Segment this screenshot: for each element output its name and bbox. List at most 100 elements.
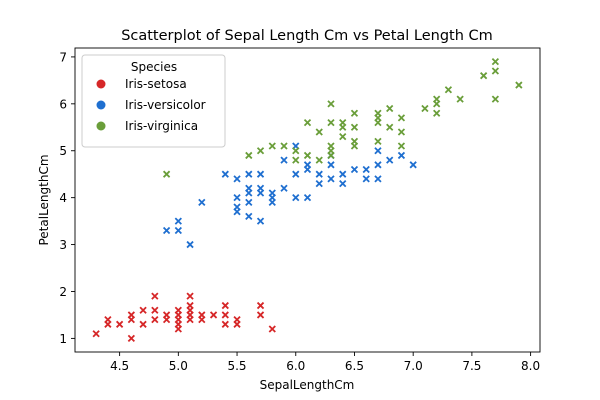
data-point bbox=[151, 315, 159, 324]
data-point bbox=[315, 128, 323, 136]
data-point bbox=[92, 330, 100, 338]
x-tick-label: 8.0 bbox=[521, 359, 540, 373]
data-point bbox=[268, 325, 276, 333]
legend-label: Iris-virginica bbox=[125, 119, 198, 133]
data-point bbox=[397, 114, 406, 122]
x-tick-label: 6.5 bbox=[345, 359, 364, 373]
data-point bbox=[386, 123, 394, 131]
plot-frame bbox=[74, 47, 541, 353]
x-tick-label: 5.0 bbox=[169, 359, 188, 373]
data-point bbox=[151, 292, 159, 300]
data-point bbox=[479, 72, 488, 80]
y-tick-label: 5 bbox=[59, 144, 67, 158]
data-point bbox=[115, 320, 124, 328]
legend-items: Iris-setosa Iris-versicolor Iris-virginica bbox=[96, 77, 206, 133]
data-point bbox=[327, 161, 335, 169]
data-point bbox=[162, 170, 171, 178]
data-point bbox=[362, 175, 370, 183]
data-point bbox=[327, 142, 335, 150]
data-point bbox=[421, 104, 429, 113]
data-point bbox=[409, 161, 417, 169]
data-point bbox=[245, 212, 253, 221]
data-point bbox=[139, 306, 147, 314]
data-point bbox=[256, 147, 265, 155]
data-point bbox=[303, 118, 312, 127]
data-point bbox=[256, 311, 265, 319]
y-tick-label: 1 bbox=[59, 332, 67, 346]
data-point bbox=[209, 311, 218, 319]
data-point bbox=[292, 156, 300, 164]
data-point bbox=[433, 95, 441, 103]
data-point bbox=[174, 306, 182, 314]
data-point bbox=[491, 57, 500, 66]
legend-marker bbox=[96, 100, 106, 110]
x-tick-label: 7.0 bbox=[404, 359, 423, 373]
data-point bbox=[315, 156, 323, 164]
data-point bbox=[233, 315, 241, 324]
data-point bbox=[327, 175, 335, 183]
data-point bbox=[280, 142, 288, 150]
data-point bbox=[162, 226, 171, 235]
data-point bbox=[233, 194, 241, 202]
data-point bbox=[374, 161, 382, 169]
data-point bbox=[292, 147, 300, 155]
data-point bbox=[397, 151, 406, 160]
data-point bbox=[268, 189, 276, 197]
data-point bbox=[491, 67, 500, 75]
data-point bbox=[280, 184, 288, 192]
data-point bbox=[444, 86, 453, 94]
x-axis-label: SepalLengthCm bbox=[260, 378, 355, 392]
data-point bbox=[515, 81, 523, 89]
data-point bbox=[350, 165, 359, 174]
data-point bbox=[186, 292, 194, 300]
data-point bbox=[397, 142, 406, 150]
data-point bbox=[127, 334, 136, 343]
y-tick-label: 7 bbox=[59, 50, 67, 64]
data-point bbox=[350, 109, 359, 117]
data-point bbox=[303, 151, 312, 160]
data-point bbox=[127, 311, 136, 319]
y-tick-label: 2 bbox=[59, 285, 67, 299]
data-point bbox=[233, 203, 241, 211]
data-point bbox=[374, 175, 382, 183]
y-tick-label: 3 bbox=[59, 238, 67, 252]
data-point bbox=[198, 198, 206, 206]
legend-marker bbox=[96, 121, 106, 131]
data-point bbox=[362, 165, 370, 174]
data-point bbox=[303, 194, 312, 202]
data-point bbox=[386, 104, 394, 113]
data-point bbox=[350, 137, 359, 145]
data-point bbox=[327, 100, 335, 108]
x-tick-label: 7.5 bbox=[462, 359, 481, 373]
data-point bbox=[280, 156, 288, 164]
legend-box bbox=[81, 54, 226, 148]
data-point bbox=[151, 306, 159, 314]
legend-label: Iris-setosa bbox=[125, 77, 187, 91]
data-point bbox=[303, 161, 312, 169]
data-point bbox=[256, 217, 265, 225]
data-point bbox=[374, 137, 382, 145]
data-point bbox=[268, 142, 276, 150]
data-point bbox=[245, 198, 253, 206]
data-point bbox=[256, 301, 265, 310]
legend-marker bbox=[96, 79, 106, 89]
data-point bbox=[162, 311, 171, 319]
data-point bbox=[339, 118, 347, 127]
x-axis-ticks: 4.5 5.0 5.5 6.0 6.5 7.0 7.5 8.0 bbox=[110, 352, 540, 373]
x-tick-label: 4.5 bbox=[110, 359, 129, 373]
data-point bbox=[139, 320, 147, 328]
data-point bbox=[350, 123, 359, 131]
data-point bbox=[198, 311, 206, 319]
data-point bbox=[245, 170, 253, 178]
data-point bbox=[245, 184, 253, 192]
y-tick-label: 4 bbox=[59, 191, 67, 205]
data-point bbox=[292, 194, 300, 202]
data-point bbox=[374, 147, 382, 155]
y-axis-ticks: 1 2 3 4 5 6 7 bbox=[59, 50, 75, 346]
y-axis-label: PetalLengthCm bbox=[37, 154, 51, 245]
data-point bbox=[256, 184, 265, 192]
legend-title: Species bbox=[131, 60, 177, 74]
data-point bbox=[186, 306, 194, 314]
data-point bbox=[174, 226, 182, 235]
